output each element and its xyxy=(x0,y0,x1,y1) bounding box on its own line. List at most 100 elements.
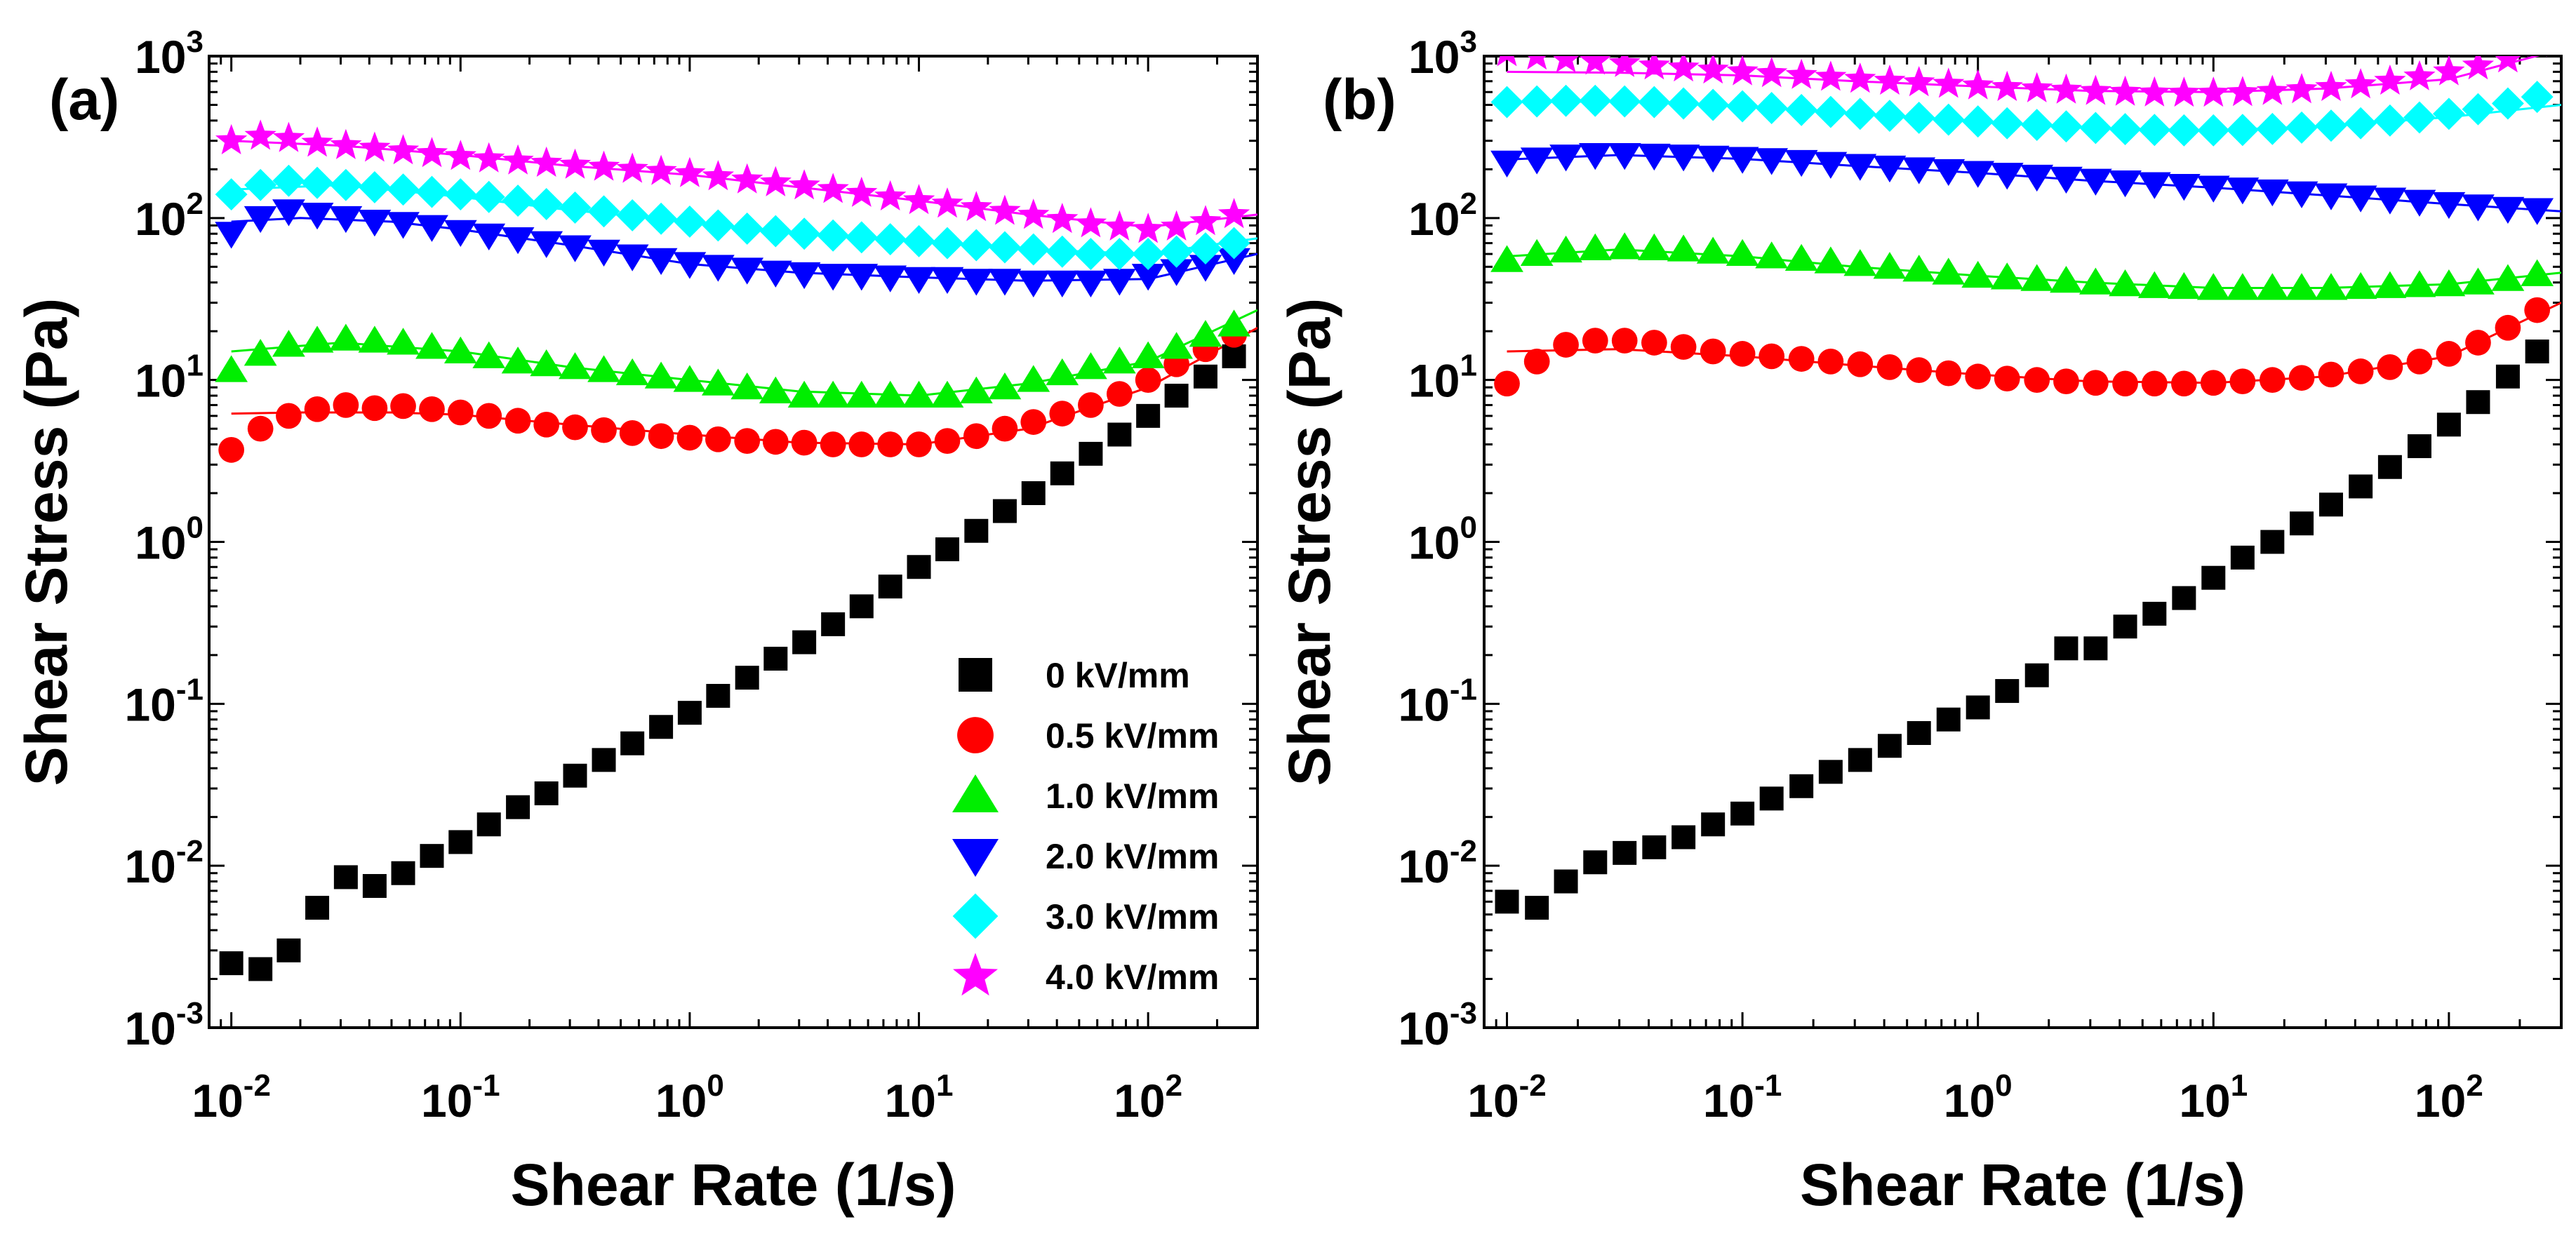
data-point xyxy=(1217,198,1250,229)
data-point xyxy=(616,152,648,183)
data-point xyxy=(2524,297,2551,323)
data-point xyxy=(730,257,764,285)
data-point xyxy=(276,938,301,962)
plot-area xyxy=(215,119,1257,981)
data-point xyxy=(1608,143,1641,170)
data-point xyxy=(358,209,392,237)
data-point xyxy=(645,202,678,235)
data-point xyxy=(1074,238,1107,270)
data-point xyxy=(301,166,334,199)
data-point xyxy=(2374,65,2406,95)
data-point xyxy=(2403,101,2436,134)
data-point xyxy=(391,861,415,885)
data-point xyxy=(587,195,620,228)
data-point xyxy=(1554,869,1578,894)
data-point xyxy=(1102,269,1136,296)
data-point xyxy=(2256,112,2289,145)
data-point xyxy=(387,328,420,355)
data-point xyxy=(1814,246,1848,274)
data-point xyxy=(2079,267,2112,295)
x-axis-label: Shear Rate (1/s) xyxy=(1800,1152,2245,1218)
data-point xyxy=(1876,354,1903,380)
data-point xyxy=(1759,786,1784,811)
data-point xyxy=(1961,161,1995,188)
data-point xyxy=(988,372,1022,400)
data-point xyxy=(1962,69,1994,100)
data-point xyxy=(530,349,563,377)
data-point xyxy=(2495,56,2521,73)
data-point xyxy=(1932,159,1966,187)
data-point xyxy=(2403,270,2436,297)
data-point xyxy=(1667,234,1700,262)
data-point xyxy=(215,222,248,249)
data-point xyxy=(816,264,850,291)
data-point xyxy=(1217,227,1250,260)
data-point xyxy=(387,212,420,239)
data-point xyxy=(2197,114,2230,147)
data-point xyxy=(2167,173,2201,201)
panel-a: 10-2 10-1 100 101 102 10-3 10-2 10-1 100 101 102 10… xyxy=(13,25,1259,1218)
data-point xyxy=(1132,238,1165,270)
data-point xyxy=(1161,210,1193,241)
data-point xyxy=(247,415,274,442)
data-point xyxy=(2462,194,2495,222)
data-point xyxy=(2226,273,2260,300)
data-point xyxy=(2226,114,2259,147)
data-point xyxy=(1103,238,1136,270)
data-point xyxy=(329,323,363,351)
data-point xyxy=(2137,172,2171,199)
data-point xyxy=(788,169,820,200)
data-point xyxy=(559,192,592,224)
data-point xyxy=(1523,349,1550,375)
data-point xyxy=(330,128,362,159)
data-point xyxy=(1578,233,1612,261)
data-point xyxy=(2079,112,2112,145)
data-point xyxy=(563,763,587,788)
x-tick-label: 10-1 xyxy=(1703,1068,1782,1127)
data-point xyxy=(1667,145,1700,172)
data-point xyxy=(1667,56,1700,82)
x-tick-label: 10-2 xyxy=(1467,1068,1547,1127)
x-tick-label: 10-1 xyxy=(421,1068,500,1127)
legend-marker xyxy=(957,717,994,753)
data-point xyxy=(1222,344,1246,368)
data-point xyxy=(1020,409,1047,435)
data-point xyxy=(362,874,387,899)
data-point xyxy=(2318,361,2344,388)
data-point xyxy=(2436,412,2461,437)
data-point xyxy=(1160,332,1193,359)
data-point xyxy=(1903,66,1935,97)
data-point xyxy=(472,341,506,368)
legend-marker xyxy=(959,658,992,692)
data-point xyxy=(501,347,535,374)
data-point xyxy=(1818,760,1843,784)
data-point xyxy=(1490,245,1523,272)
data-point xyxy=(792,630,817,654)
data-point xyxy=(730,372,764,400)
data-point xyxy=(444,140,476,170)
data-point xyxy=(1107,422,1132,447)
data-point xyxy=(387,173,420,206)
data-point xyxy=(787,262,821,290)
data-point xyxy=(1701,812,1726,837)
data-point xyxy=(2020,264,2054,291)
data-point xyxy=(960,191,992,222)
data-point xyxy=(2314,183,2348,210)
data-point xyxy=(1847,351,1874,377)
data-point xyxy=(2230,545,2255,570)
data-point xyxy=(644,248,678,276)
data-point xyxy=(2432,192,2466,220)
data-point xyxy=(1497,56,1517,67)
data-point xyxy=(2462,93,2495,126)
data-point xyxy=(644,361,678,389)
data-point xyxy=(2527,56,2547,57)
data-point xyxy=(902,380,935,408)
data-point xyxy=(1933,67,1965,98)
data-point xyxy=(1521,85,1554,118)
data-point xyxy=(874,223,907,255)
data-point xyxy=(2495,364,2520,389)
data-point xyxy=(2054,636,2078,661)
data-point xyxy=(1160,235,1193,268)
legend-label: 2.0 kV/mm xyxy=(1046,837,1219,876)
data-point xyxy=(1193,364,1217,389)
